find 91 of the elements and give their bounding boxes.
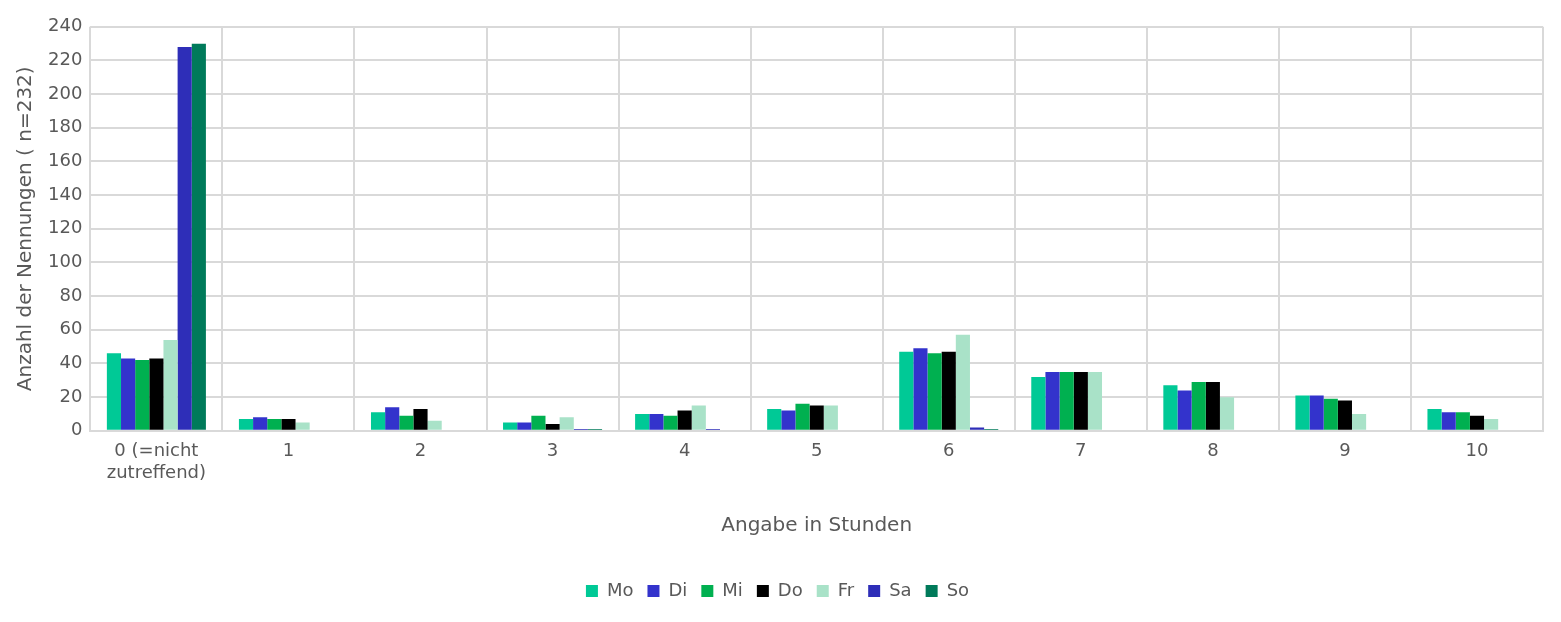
- bar: [1163, 385, 1178, 430]
- bar: [1441, 412, 1456, 430]
- y-tick-label: 200: [48, 81, 83, 103]
- bar: [795, 403, 810, 430]
- bar: [823, 405, 838, 430]
- bar: [427, 420, 442, 430]
- y-tick-label: 100: [48, 250, 83, 272]
- bar: [1469, 415, 1485, 430]
- bar: [517, 422, 532, 430]
- y-tick-label: 180: [48, 115, 83, 137]
- y-tick-label: 240: [48, 14, 83, 36]
- x-tick-label: 4: [678, 439, 691, 461]
- x-tick-label: 3: [546, 439, 559, 461]
- x-axis-title: Angabe in Stunden: [721, 512, 913, 537]
- bar: [809, 405, 824, 430]
- bar: [1059, 371, 1074, 430]
- bar: [767, 408, 782, 430]
- y-tick-label: 140: [48, 182, 83, 204]
- bar: [281, 419, 296, 430]
- bar: [1045, 371, 1060, 430]
- x-tick-label: 7: [1075, 439, 1087, 461]
- bar: [635, 413, 650, 430]
- bar: [969, 427, 985, 430]
- y-tick-label: 80: [59, 283, 83, 305]
- bar: [106, 353, 122, 430]
- x-tick-label: 10: [1465, 439, 1489, 461]
- bar: [163, 339, 178, 430]
- y-axis-title: Anzahl der Nennungen ( n=232): [12, 66, 37, 392]
- legend-label: Mi: [722, 578, 743, 600]
- bar: [663, 415, 678, 430]
- y-tick-label: 40: [59, 351, 83, 373]
- bar: [1484, 419, 1499, 430]
- legend-label: Do: [777, 578, 803, 600]
- bar: [1087, 371, 1103, 430]
- x-tick-label: 6: [943, 439, 955, 461]
- bar: [149, 358, 164, 430]
- bar: [295, 422, 310, 430]
- bar: [545, 424, 560, 430]
- bar: [370, 412, 386, 430]
- bar: [385, 407, 400, 430]
- bar: [531, 415, 546, 430]
- legend-label: Mo: [606, 578, 634, 600]
- bar: [238, 419, 254, 430]
- bar: [1031, 376, 1046, 430]
- bar: [267, 419, 282, 430]
- bar: [1455, 412, 1470, 430]
- bar: [677, 410, 692, 430]
- legend-label: Fr: [837, 578, 855, 600]
- bar: [503, 422, 518, 430]
- bar: [941, 351, 956, 430]
- bar: [1205, 381, 1220, 430]
- bar: [253, 417, 268, 430]
- y-tick-label: 20: [59, 384, 83, 406]
- y-tick-label: 60: [59, 317, 83, 339]
- x-tick-label: 8: [1207, 439, 1219, 461]
- legend-label: Di: [668, 578, 688, 600]
- bar: [1177, 390, 1192, 430]
- bar: [1295, 395, 1310, 430]
- bar: [135, 360, 150, 430]
- y-tick-label: 220: [48, 48, 83, 70]
- bar: [1073, 371, 1088, 430]
- bar: [177, 47, 192, 430]
- y-tick-label: 120: [48, 216, 83, 238]
- bar: [691, 405, 706, 430]
- x-tick-label: 5: [810, 439, 823, 461]
- bar: [1191, 381, 1206, 430]
- bar: [781, 410, 796, 430]
- bar: [1351, 413, 1367, 430]
- legend-label: So: [946, 578, 970, 600]
- bar: [649, 413, 664, 430]
- bar: [1323, 398, 1338, 430]
- bar: [899, 351, 914, 430]
- bar: [1427, 408, 1442, 430]
- bar: [1309, 395, 1324, 430]
- bar: [927, 353, 942, 430]
- bar: [399, 415, 414, 430]
- y-tick-label: 160: [48, 149, 83, 171]
- bar: [559, 417, 574, 430]
- x-tick-label: 0 (=nicht zutreffend): [106, 439, 207, 482]
- y-tick-label: 0: [70, 418, 83, 440]
- x-tick-label: 9: [1339, 439, 1351, 461]
- bar: [191, 43, 206, 430]
- bar: [955, 334, 970, 430]
- x-tick-label: 1: [282, 439, 295, 461]
- bar: [1337, 400, 1352, 430]
- x-tick-label: 2: [414, 439, 427, 461]
- bar: [1219, 397, 1235, 430]
- bar: [121, 358, 136, 430]
- bar: [913, 348, 928, 430]
- legend-label: Sa: [889, 578, 912, 600]
- bar: [413, 408, 428, 430]
